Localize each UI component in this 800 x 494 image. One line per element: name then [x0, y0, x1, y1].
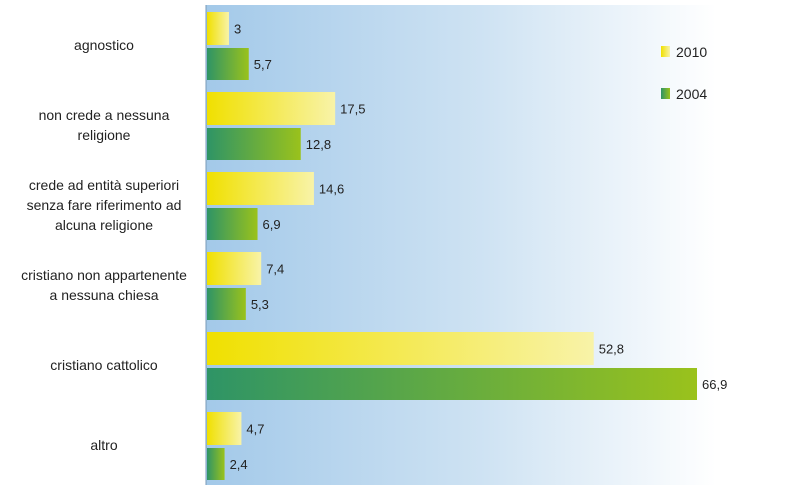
category-label: religione: [78, 127, 131, 143]
legend-label: 2004: [676, 86, 707, 102]
bar-2004: [207, 48, 249, 80]
bar-2010: [207, 412, 242, 445]
legend-swatch: [661, 88, 670, 99]
data-label: 12,8: [306, 137, 331, 152]
category-label: agnostico: [74, 37, 134, 53]
data-label: 7,4: [266, 262, 284, 277]
bar-2004: [207, 368, 697, 400]
category-label: altro: [90, 437, 117, 453]
data-label: 3: [234, 22, 241, 37]
data-label: 52,8: [599, 342, 624, 357]
bar-2004: [207, 208, 258, 240]
legend: 2010 2004: [661, 44, 707, 102]
plot-background: [206, 5, 716, 485]
bar-2010: [207, 332, 594, 365]
category-label: non crede a nessuna: [39, 107, 170, 123]
bar-2010: [207, 172, 314, 205]
legend-label: 2010: [676, 44, 707, 60]
data-label: 66,9: [702, 377, 727, 392]
data-label: 5,3: [251, 297, 269, 312]
bar-2010: [207, 92, 336, 125]
category-label: senza fare riferimento ad: [27, 197, 182, 213]
bar-2010: [207, 12, 229, 45]
bar-2004: [207, 288, 246, 320]
category-label: a nessuna chiesa: [50, 287, 159, 303]
legend-swatch: [661, 46, 670, 57]
category-label: cristiano cattolico: [50, 357, 158, 373]
category-label: cristiano non appartenente: [21, 267, 187, 283]
data-label: 4,7: [246, 422, 264, 437]
data-label: 17,5: [340, 102, 365, 117]
data-label: 2,4: [230, 457, 248, 472]
category-label: alcuna religione: [55, 217, 153, 233]
category-label: crede ad entità superiori: [29, 177, 179, 193]
bar-2010: [207, 252, 262, 285]
data-label: 6,9: [263, 217, 281, 232]
bar-2004: [207, 128, 301, 160]
data-label: 5,7: [254, 57, 272, 72]
bar-2004: [207, 448, 225, 480]
data-label: 14,6: [319, 182, 344, 197]
